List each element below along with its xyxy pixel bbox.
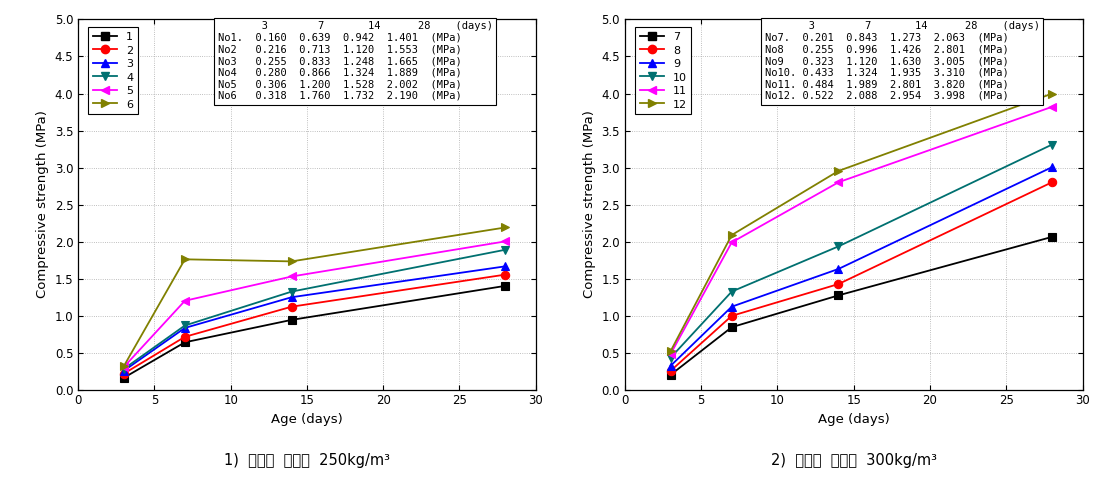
Legend: 1, 2, 3, 4, 5, 6: 1, 2, 3, 4, 5, 6 <box>88 27 137 114</box>
Y-axis label: Compressive strength (MPa): Compressive strength (MPa) <box>36 111 49 299</box>
X-axis label: Age (days): Age (days) <box>818 413 889 426</box>
Text: 3        7       14      28    (days)
No1.  0.160  0.639  0.942  1.401  (MPa)
No: 3 7 14 28 (days) No1. 0.160 0.639 0.942 … <box>218 21 492 101</box>
X-axis label: Age (days): Age (days) <box>271 413 343 426</box>
Text: 2)  고화제  사용량  300kg/m³: 2) 고화제 사용량 300kg/m³ <box>771 453 936 468</box>
Text: 3        7       14      28    (days)
No7.  0.201  0.843  1.273  2.063  (MPa)
No: 3 7 14 28 (days) No7. 0.201 0.843 1.273 … <box>764 21 1039 101</box>
Legend: 7, 8, 9, 10, 11, 12: 7, 8, 9, 10, 11, 12 <box>635 27 692 114</box>
Text: 1)  고화제  사용량  250kg/m³: 1) 고화제 사용량 250kg/m³ <box>224 453 389 468</box>
Y-axis label: Compressive strength (MPa): Compressive strength (MPa) <box>583 111 596 299</box>
